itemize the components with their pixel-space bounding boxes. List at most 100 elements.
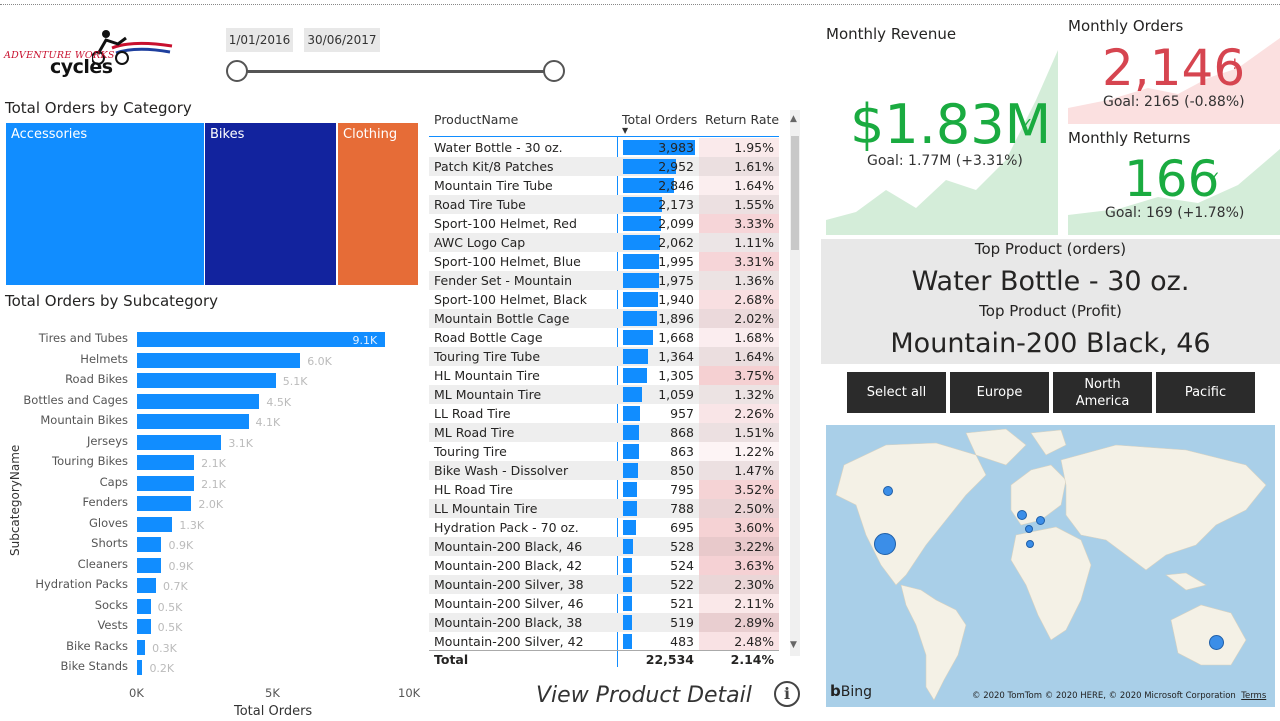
treemap-clothing[interactable]: Clothing: [338, 123, 418, 285]
cell-product-name[interactable]: Fender Set - Mountain: [434, 273, 573, 288]
map-bubble[interactable]: [1036, 516, 1045, 525]
map-bubble[interactable]: [1017, 510, 1027, 520]
subcategory-bar-chart: Tires and Tubes 9.1K Helmets 6.0K Road Bikes…: [0, 328, 420, 678]
cell-product-name[interactable]: Water Bottle - 30 oz.: [434, 140, 563, 155]
region-pacific-button[interactable]: Pacific: [1156, 372, 1255, 413]
bar-value-label: 0.9K: [168, 559, 194, 573]
orders-data-bar: [623, 482, 638, 497]
cell-total-orders: 1,896: [658, 311, 694, 326]
cell-return-rate: 1.36%: [734, 273, 774, 288]
returns-value: 166: [1124, 150, 1220, 208]
cell-product-name[interactable]: Mountain Tire Tube: [434, 178, 553, 193]
return-rate-background: [699, 613, 779, 632]
cell-product-name[interactable]: Sport-100 Helmet, Red: [434, 216, 577, 231]
cell-product-name[interactable]: Mountain-200 Silver, 46: [434, 596, 584, 611]
date-slider-track[interactable]: [238, 70, 554, 73]
treemap-accessories[interactable]: Accessories: [6, 123, 204, 285]
date-end-input[interactable]: 30/06/2017: [304, 28, 380, 52]
bar[interactable]: [137, 496, 192, 511]
treemap-bikes[interactable]: Bikes: [205, 123, 336, 285]
table-row-stripe: [429, 613, 779, 632]
cell-total-orders: 868: [670, 425, 694, 440]
cell-product-name[interactable]: Mountain-200 Black, 46: [434, 539, 583, 554]
cell-product-name[interactable]: Mountain-200 Black, 42: [434, 558, 583, 573]
scroll-up-icon[interactable]: ▲: [790, 114, 797, 124]
scroll-down-icon[interactable]: ▼: [790, 640, 797, 650]
return-rate-background: [699, 556, 779, 575]
orders-data-bar: [623, 349, 648, 364]
return-rate-background: [699, 214, 779, 233]
cell-product-name[interactable]: Road Bottle Cage: [434, 330, 543, 345]
view-product-detail-link[interactable]: View Product Detail: [536, 683, 752, 708]
date-slider-start-handle[interactable]: [226, 60, 248, 82]
cell-product-name[interactable]: LL Road Tire: [434, 406, 511, 421]
cell-product-name[interactable]: Touring Tire: [434, 444, 507, 459]
treemap-label: Accessories: [11, 127, 88, 142]
bar[interactable]: [137, 660, 143, 675]
cell-product-name[interactable]: LL Mountain Tire: [434, 501, 538, 516]
world-map[interactable]: bBing © 2020 TomTom © 2020 HERE, © 2020 …: [826, 425, 1275, 707]
bar[interactable]: [137, 434, 222, 450]
terms-link[interactable]: Terms: [1241, 691, 1267, 701]
cell-product-name[interactable]: Mountain-200 Silver, 42: [434, 634, 584, 649]
bar-value-label: 4.5K: [266, 395, 292, 409]
bar[interactable]: [137, 578, 157, 593]
bar[interactable]: [137, 475, 195, 491]
treemap-label: Bikes: [210, 127, 245, 142]
bar[interactable]: [137, 537, 162, 552]
region-north-america-button[interactable]: North America: [1053, 372, 1152, 413]
cell-product-name[interactable]: ML Road Tire: [434, 425, 515, 440]
cell-total-orders: 1,995: [658, 254, 694, 269]
cell-product-name[interactable]: Touring Tire Tube: [434, 349, 541, 364]
bar[interactable]: [137, 332, 385, 347]
cell-product-name[interactable]: Road Tire Tube: [434, 197, 526, 212]
cell-product-name[interactable]: AWC Logo Cap: [434, 235, 526, 250]
logo-text-bottom: cycles: [50, 56, 113, 78]
cell-product-name[interactable]: ML Mountain Tire: [434, 387, 542, 402]
date-slider-end-handle[interactable]: [543, 60, 565, 82]
region-select-all-button[interactable]: Select all: [847, 372, 946, 413]
cell-product-name[interactable]: Sport-100 Helmet, Blue: [434, 254, 581, 269]
cell-product-name[interactable]: Mountain Bottle Cage: [434, 311, 570, 326]
date-start-input[interactable]: 1/01/2016: [226, 28, 293, 52]
return-rate-background: [699, 632, 779, 651]
cell-product-name[interactable]: Bike Wash - Dissolver: [434, 463, 569, 478]
bar[interactable]: [137, 557, 162, 573]
cyclist-icon: [92, 30, 173, 65]
table-scrollbar-thumb[interactable]: [791, 136, 799, 250]
cell-return-rate: 3.63%: [734, 558, 774, 573]
cell-product-name[interactable]: Mountain-200 Silver, 38: [434, 577, 584, 592]
bar[interactable]: [137, 516, 173, 532]
sort-desc-icon: ▼: [622, 126, 629, 135]
cell-return-rate: 2.48%: [734, 634, 774, 649]
header-return-rate[interactable]: Return Rate: [705, 112, 780, 127]
header-total-orders[interactable]: Total Orders: [622, 112, 698, 127]
cell-product-name[interactable]: Mountain-200 Black, 38: [434, 615, 583, 630]
region-europe-button[interactable]: Europe: [950, 372, 1049, 413]
bar[interactable]: [137, 393, 260, 409]
cell-product-name[interactable]: HL Road Tire: [434, 482, 513, 497]
bar[interactable]: [137, 352, 301, 368]
map-bubble[interactable]: [1209, 635, 1224, 650]
bar[interactable]: [137, 639, 146, 655]
table-row-stripe: [429, 423, 779, 442]
bar[interactable]: [137, 455, 195, 470]
map-bubble[interactable]: [883, 486, 893, 496]
returns-goal: Goal: 169 (+1.78%): [1105, 205, 1245, 221]
info-icon[interactable]: i: [774, 681, 800, 707]
table-scrollbar[interactable]: [790, 110, 800, 656]
bar[interactable]: [137, 598, 151, 614]
bar[interactable]: [137, 373, 276, 388]
cell-return-rate: 1.95%: [734, 140, 774, 155]
cell-product-name[interactable]: Hydration Pack - 70 oz.: [434, 520, 579, 535]
orders-data-bar: [623, 159, 677, 174]
bar[interactable]: [137, 619, 151, 634]
map-bubble[interactable]: [1025, 525, 1033, 533]
cell-product-name[interactable]: Patch Kit/8 Patches: [434, 159, 554, 174]
cell-product-name[interactable]: HL Mountain Tire: [434, 368, 540, 383]
bar[interactable]: [137, 414, 249, 429]
map-bubble[interactable]: [874, 533, 896, 555]
cell-product-name[interactable]: Sport-100 Helmet, Black: [434, 292, 587, 307]
map-bubble[interactable]: [1026, 540, 1034, 548]
header-productname[interactable]: ProductName: [434, 112, 519, 127]
